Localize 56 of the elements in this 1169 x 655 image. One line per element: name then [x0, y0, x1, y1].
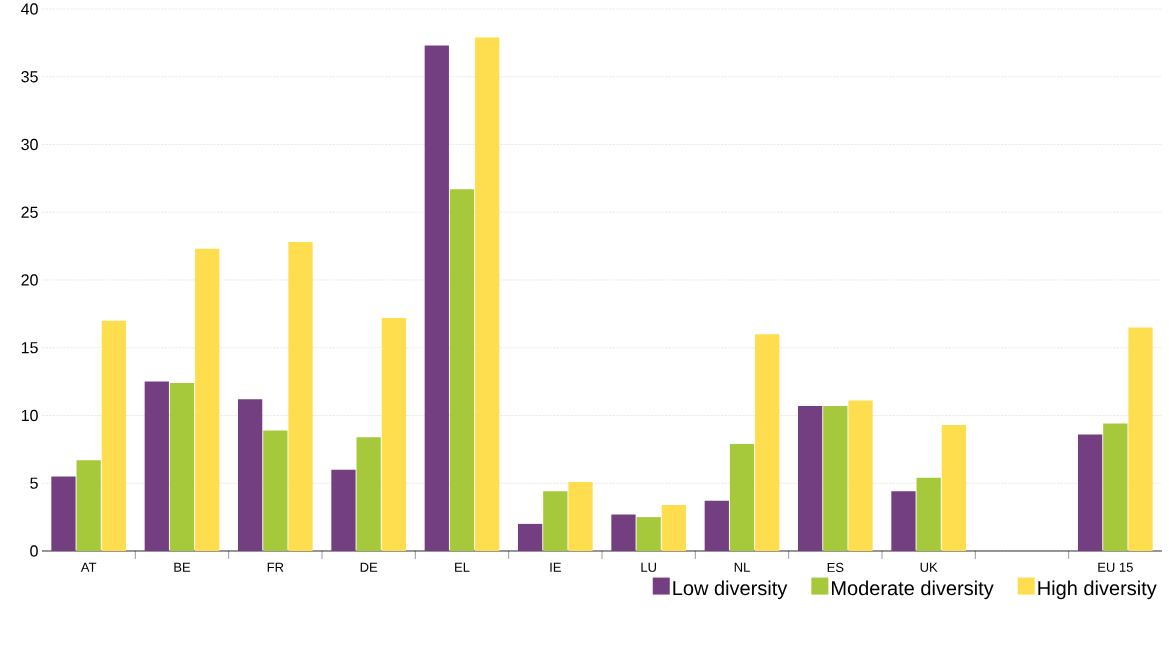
x-tick-label: AT [80, 562, 97, 572]
bar [356, 437, 381, 551]
bar [729, 443, 755, 551]
x-tick-label: EU 15 [1098, 562, 1133, 572]
x-tick-label: IE [550, 562, 561, 572]
y-tick-label: 40 [21, 3, 38, 15]
legend-label: Low diversity [673, 580, 788, 600]
x-tick-label: UK [920, 562, 938, 572]
x-tick-label: ES [827, 562, 844, 572]
bar [543, 491, 568, 551]
legend-label: Moderate diversity [832, 580, 994, 600]
bar [941, 424, 966, 551]
bar [263, 430, 288, 551]
bar [144, 381, 169, 551]
y-tick-label: 0 [30, 545, 38, 557]
y-tick-label: 30 [21, 138, 38, 150]
bar [288, 241, 313, 551]
y-tick-label: 25 [21, 206, 38, 218]
legend-label: High diversity [1038, 580, 1157, 600]
bar [331, 469, 356, 551]
bar [704, 500, 729, 551]
bar [636, 516, 661, 551]
bar [916, 477, 941, 551]
bar [891, 491, 916, 551]
bar [169, 382, 195, 551]
bar [424, 45, 449, 551]
bar [611, 514, 636, 551]
bar [381, 317, 406, 551]
bar [195, 248, 220, 551]
x-tick-label: BE [174, 562, 191, 572]
bar [76, 460, 101, 551]
bar [449, 189, 475, 551]
bar [238, 399, 263, 551]
bar [823, 405, 848, 551]
y-tick-label: 15 [21, 342, 38, 354]
bar [568, 481, 593, 551]
bar [518, 523, 543, 551]
bar [1078, 434, 1103, 551]
bar [101, 320, 126, 551]
x-tick-label: LU [641, 562, 656, 572]
bar [661, 504, 686, 551]
bar [755, 334, 780, 551]
x-tick-label: NL [734, 562, 750, 572]
y-tick-label: 5 [30, 477, 38, 489]
x-tick-label: DE [360, 562, 378, 572]
bar [51, 476, 76, 551]
bar [1128, 327, 1153, 551]
x-tick-label: FR [267, 562, 284, 572]
y-tick-label: 35 [21, 70, 38, 83]
bar [1103, 423, 1128, 551]
x-tick-label: EL [455, 562, 470, 572]
y-tick-label: 20 [21, 274, 38, 286]
y-tick-label: 10 [21, 409, 38, 421]
bar [798, 405, 823, 551]
bar [475, 37, 500, 551]
bar [848, 400, 873, 551]
